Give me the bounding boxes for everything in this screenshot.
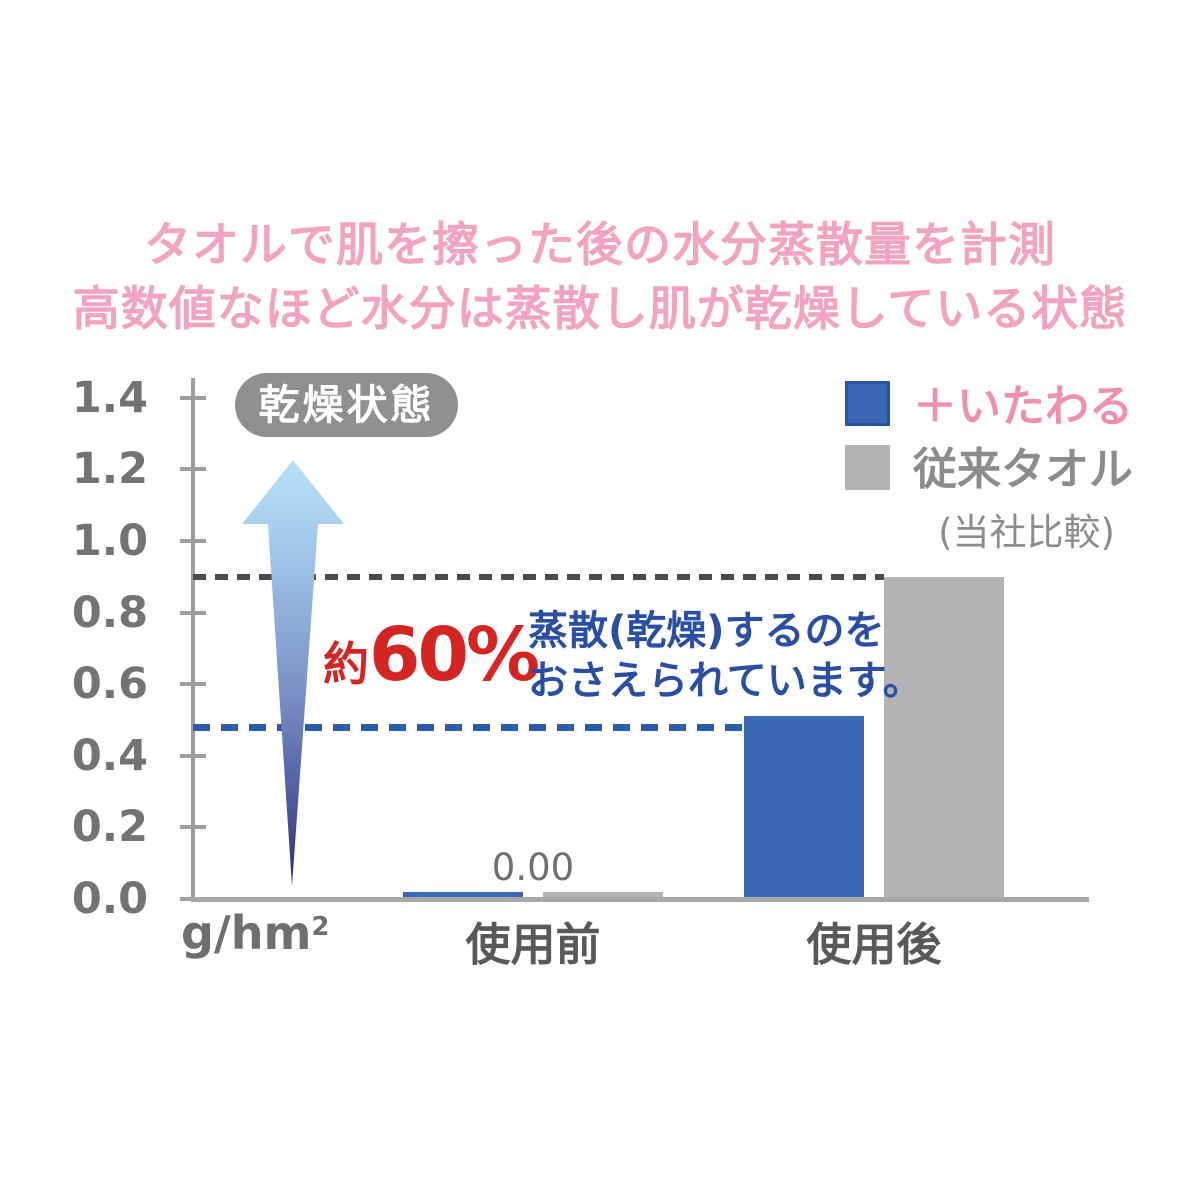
- bar-value-label: 0.00: [491, 846, 575, 889]
- legend-note: (当社比較): [938, 511, 1115, 554]
- legend-swatch-conventional: [845, 445, 890, 490]
- legend-label-itawaru: ＋いたわる: [913, 381, 1133, 432]
- percent-annotation: 約 60%: [323, 612, 540, 698]
- caption-text: 蒸散(乾燥)するのを おさえられています。: [528, 606, 923, 706]
- dry-state-badge: 乾燥状態: [235, 373, 458, 437]
- chart-title-line1: タオルで肌を擦った後の水分蒸散量を計測: [144, 218, 1056, 273]
- y-tick-label: 0.2: [71, 802, 148, 853]
- y-tick: [180, 753, 206, 758]
- y-tick-label: 1.2: [71, 444, 148, 495]
- x-category-label: 使用後: [806, 918, 942, 971]
- legend-label-conventional: 従来タオル: [913, 444, 1133, 495]
- y-axis-unit-label: g/hm2: [181, 906, 330, 960]
- caption-line1: 蒸散(乾燥)するのを: [528, 608, 885, 654]
- y-tick-label: 0.0: [71, 874, 148, 924]
- bar-conventional-0: [543, 892, 663, 899]
- bar-itawaru-1: [744, 716, 864, 899]
- y-tick-label: 1.4: [71, 372, 148, 423]
- caption-line2: おさえられています。: [528, 658, 923, 704]
- bar-itawaru-0: [403, 892, 523, 899]
- legend-swatch-itawaru: [845, 381, 890, 426]
- y-tick: [180, 467, 206, 472]
- y-tick-label: 0.8: [71, 587, 148, 638]
- y-tick: [180, 539, 206, 543]
- y-tick: [180, 682, 206, 687]
- y-axis: [191, 378, 195, 901]
- x-axis: [191, 897, 1089, 902]
- y-tick: [180, 610, 206, 615]
- percent-approx-label: 約: [323, 637, 369, 691]
- percent-value-label: 60%: [369, 612, 540, 698]
- reference-dashed-line: [193, 573, 884, 580]
- reference-dashed-line: [193, 723, 744, 731]
- y-tick: [180, 395, 206, 400]
- up-arrow-icon: [240, 454, 346, 894]
- y-tick: [180, 825, 206, 830]
- chart-title-line2: 高数値なほど水分は蒸散し肌が乾燥している状態: [72, 282, 1128, 337]
- y-tick-label: 0.6: [71, 659, 148, 710]
- x-category-label: 使用前: [465, 918, 601, 971]
- bar-conventional-1: [884, 576, 1004, 899]
- y-tick-label: 1.0: [71, 516, 148, 566]
- y-tick-label: 0.4: [71, 730, 148, 781]
